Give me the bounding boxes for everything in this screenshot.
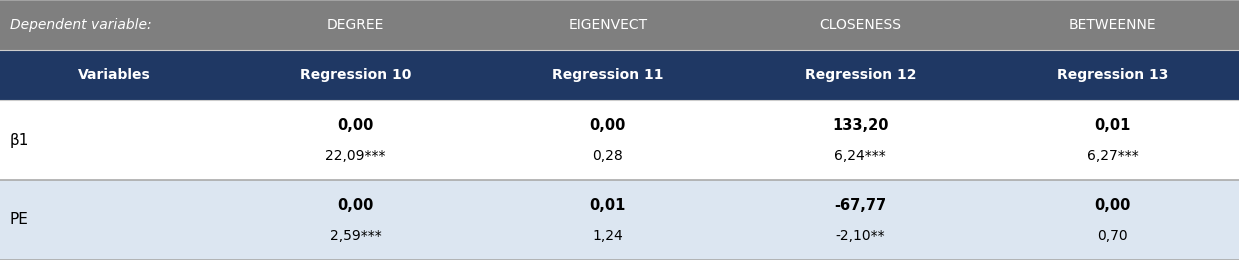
- Text: CLOSENESS: CLOSENESS: [819, 18, 901, 32]
- Bar: [0, 100, 1239, 180]
- Text: EIGENVECT: EIGENVECT: [569, 18, 648, 32]
- Text: Regression 11: Regression 11: [553, 68, 664, 82]
- Text: 22,09***: 22,09***: [325, 149, 385, 163]
- Bar: [0, 180, 1239, 260]
- Text: -2,10**: -2,10**: [835, 229, 885, 243]
- Text: Dependent variable:: Dependent variable:: [10, 18, 151, 32]
- Text: 0,01: 0,01: [1094, 118, 1131, 133]
- Text: Regression 10: Regression 10: [300, 68, 411, 82]
- Bar: [0, 50, 1239, 100]
- Text: 0,70: 0,70: [1098, 229, 1127, 243]
- Text: Variables: Variables: [78, 68, 151, 82]
- Text: PE: PE: [10, 212, 28, 228]
- Text: β1: β1: [10, 133, 30, 147]
- Text: Regression 12: Regression 12: [804, 68, 916, 82]
- Text: 0,00: 0,00: [337, 198, 374, 213]
- Text: 0,00: 0,00: [1094, 198, 1131, 213]
- Text: 6,24***: 6,24***: [834, 149, 886, 163]
- Text: BETWEENNE: BETWEENNE: [1069, 18, 1156, 32]
- Text: 0,01: 0,01: [590, 198, 626, 213]
- Text: 133,20: 133,20: [833, 118, 888, 133]
- Text: 2,59***: 2,59***: [330, 229, 382, 243]
- Text: 0,00: 0,00: [337, 118, 374, 133]
- Text: 6,27***: 6,27***: [1087, 149, 1139, 163]
- Text: 0,28: 0,28: [592, 149, 623, 163]
- Text: Regression 13: Regression 13: [1057, 68, 1168, 82]
- Text: 0,00: 0,00: [590, 118, 626, 133]
- Text: -67,77: -67,77: [834, 198, 886, 213]
- Text: DEGREE: DEGREE: [327, 18, 384, 32]
- Text: 1,24: 1,24: [592, 229, 623, 243]
- Bar: [0, 0, 1239, 50]
